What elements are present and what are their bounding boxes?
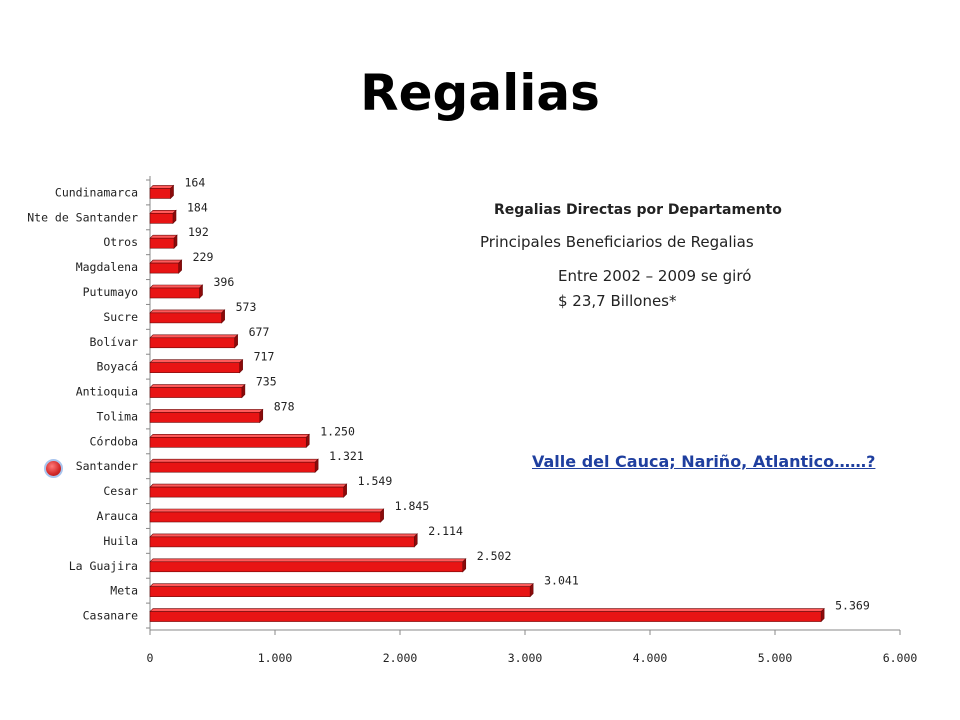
bar-top bbox=[149, 334, 239, 339]
slide-title: Regalias bbox=[360, 64, 600, 122]
bar bbox=[149, 237, 175, 249]
data-label: 573 bbox=[236, 300, 257, 314]
category-label: Tolima bbox=[96, 409, 138, 423]
data-label: 677 bbox=[249, 325, 270, 339]
x-tick-label: 0 bbox=[147, 651, 154, 665]
chart-subtitle-2: Principales Beneficiarios de Regalias bbox=[480, 233, 754, 251]
data-label: 1.250 bbox=[320, 424, 355, 438]
data-label: 1.321 bbox=[329, 449, 364, 463]
bar bbox=[149, 412, 261, 423]
data-label: 735 bbox=[256, 375, 277, 389]
bar-top bbox=[149, 284, 204, 289]
category-label: Arauca bbox=[96, 509, 138, 523]
data-label: 192 bbox=[188, 225, 209, 239]
category-label: Bolívar bbox=[90, 335, 139, 349]
category-label: La Guajira bbox=[69, 559, 138, 573]
bar-top bbox=[149, 608, 825, 612]
bar bbox=[149, 312, 222, 324]
category-label: Nte de Santander bbox=[27, 210, 138, 224]
bar bbox=[149, 611, 822, 622]
bar-top bbox=[149, 409, 264, 413]
bar-top bbox=[149, 558, 467, 563]
data-label: 717 bbox=[254, 350, 275, 364]
bar-top bbox=[149, 384, 246, 388]
bar-top bbox=[149, 483, 348, 488]
bar bbox=[149, 561, 464, 573]
category-label: Cundinamarca bbox=[55, 185, 138, 199]
category-label: Casanare bbox=[83, 609, 138, 623]
data-label: 229 bbox=[193, 250, 214, 264]
bar-top bbox=[149, 210, 177, 214]
note-line-2: $ 23,7 Billones* bbox=[558, 292, 677, 310]
x-tick-label: 2.000 bbox=[383, 651, 418, 665]
category-label: Putumayo bbox=[83, 285, 138, 299]
data-label: 164 bbox=[185, 175, 206, 189]
bar-top bbox=[149, 259, 183, 264]
category-label: Meta bbox=[110, 584, 138, 598]
bar-top bbox=[149, 583, 534, 587]
bar-top bbox=[149, 185, 175, 189]
bar bbox=[149, 511, 381, 523]
bar bbox=[149, 486, 344, 498]
data-label: 2.114 bbox=[428, 524, 463, 538]
data-label: 1.549 bbox=[358, 474, 393, 488]
x-tick-label: 4.000 bbox=[633, 651, 668, 665]
data-label: 2.502 bbox=[477, 549, 512, 563]
x-tick-label: 3.000 bbox=[508, 651, 543, 665]
bar bbox=[149, 387, 243, 398]
category-label: Boyacá bbox=[96, 360, 138, 374]
departments-link[interactable]: Valle del Cauca; Nariño, Atlantico……? bbox=[532, 452, 876, 471]
category-label: Huila bbox=[103, 534, 138, 548]
bar bbox=[149, 337, 235, 349]
chart-subtitle: Regalias Directas por Departamento bbox=[494, 202, 782, 218]
data-label: 184 bbox=[187, 200, 208, 214]
bar bbox=[149, 536, 415, 548]
x-tick-label: 5.000 bbox=[758, 651, 793, 665]
bar bbox=[149, 461, 316, 473]
category-label: Santander bbox=[76, 459, 138, 473]
bar-top bbox=[149, 458, 319, 463]
bar bbox=[149, 437, 307, 448]
santander-marker-icon bbox=[44, 459, 63, 478]
note: Entre 2002 – 2009 se giró $ 23,7 Billone… bbox=[558, 264, 751, 314]
data-label: 3.041 bbox=[544, 574, 579, 588]
bar bbox=[149, 362, 240, 373]
category-label: Sucre bbox=[103, 310, 138, 324]
bar-top bbox=[149, 359, 244, 363]
data-label: 396 bbox=[214, 275, 235, 289]
bar bbox=[149, 586, 531, 597]
bar bbox=[149, 213, 174, 224]
category-label: Córdoba bbox=[90, 434, 138, 448]
data-label: 5.369 bbox=[835, 599, 870, 613]
bar bbox=[149, 287, 200, 299]
category-label: Cesar bbox=[103, 484, 138, 498]
bar-top bbox=[149, 234, 178, 239]
bar bbox=[149, 188, 171, 199]
bar-top bbox=[149, 508, 385, 513]
data-label: 1.845 bbox=[395, 499, 430, 513]
bar bbox=[149, 262, 179, 274]
bar-top bbox=[149, 434, 310, 438]
category-label: Antioquia bbox=[76, 385, 138, 399]
x-tick-label: 1.000 bbox=[258, 651, 293, 665]
bar-top bbox=[149, 309, 226, 314]
bar-top bbox=[149, 533, 418, 538]
x-tick-label: 6.000 bbox=[883, 651, 918, 665]
note-line-1: Entre 2002 – 2009 se giró bbox=[558, 267, 752, 285]
category-label: Magdalena bbox=[76, 260, 138, 274]
category-label: Otros bbox=[103, 235, 138, 249]
data-label: 878 bbox=[274, 399, 295, 413]
